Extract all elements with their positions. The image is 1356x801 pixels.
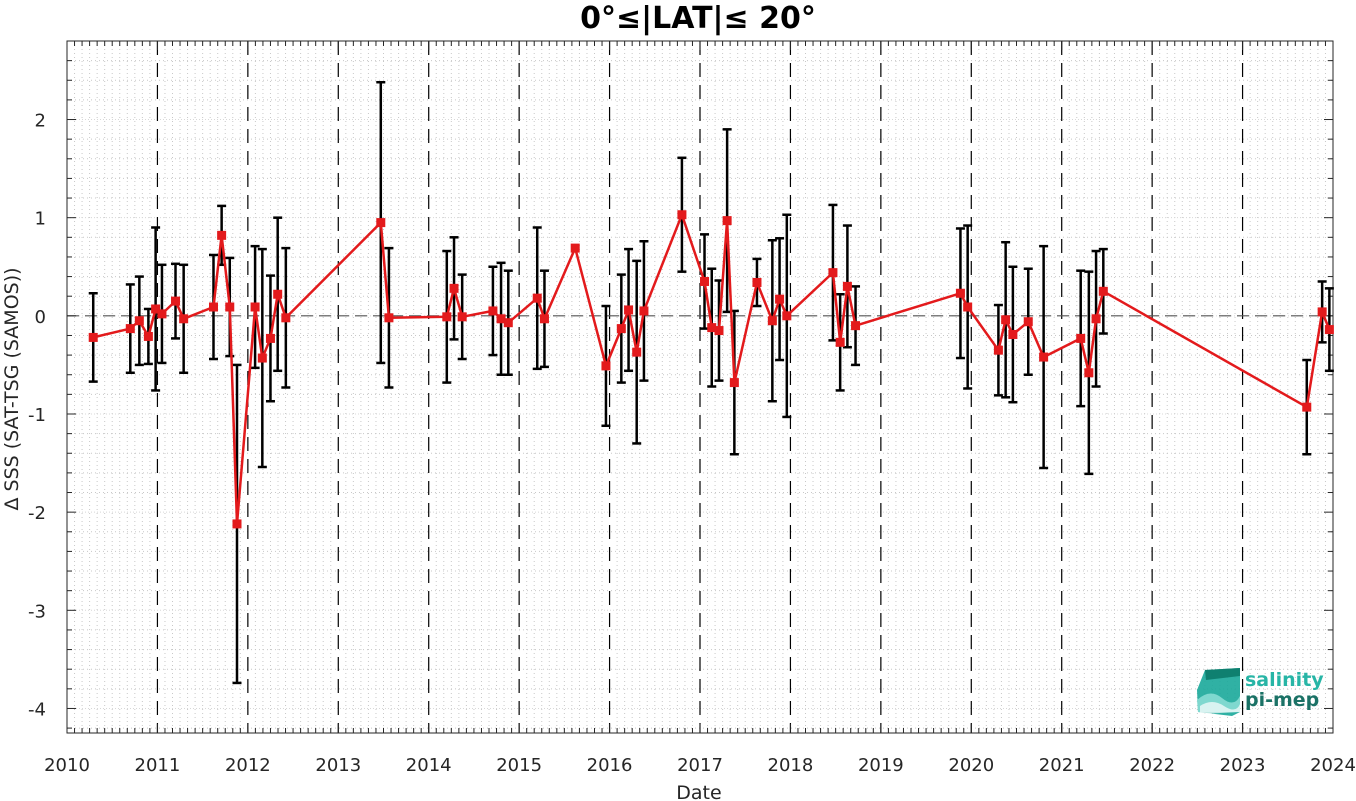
y-tick-label: 1 [35, 209, 46, 230]
data-point [1302, 402, 1312, 412]
data-point [503, 318, 513, 328]
data-point [265, 333, 275, 343]
data-point [993, 345, 1003, 355]
data-point [782, 311, 792, 321]
logo-line-2: pi-mep [1245, 689, 1319, 711]
data-point [767, 316, 777, 326]
x-tick-label: 2018 [768, 755, 814, 776]
x-tick-label: 2016 [587, 755, 633, 776]
y-tick-labels: 2 1 0 -1 -2 -3 -4 [28, 111, 46, 721]
y-tick-label: 2 [35, 111, 46, 132]
x-tick-label: 2010 [44, 755, 90, 776]
data-point [955, 288, 965, 298]
x-axis-label: Date [676, 782, 721, 801]
data-point [449, 283, 459, 293]
y-axis-label: Δ SSS (SAT-TSG (SAMOS)) [1, 267, 23, 510]
salinity-pi-mep-logo: salinity pi-mep [1197, 668, 1324, 716]
data-point [273, 289, 283, 299]
x-tick-label: 2012 [225, 755, 271, 776]
x-tick-label: 2011 [135, 755, 181, 776]
data-point [488, 306, 498, 316]
data-point [1001, 315, 1011, 325]
data-point [1098, 286, 1108, 296]
data-point [1039, 352, 1049, 362]
data-point [639, 306, 649, 316]
x-tick-labels: 2010 2011 2012 2013 2014 2015 2016 2017 2018 2019… [44, 755, 1356, 776]
data-point [700, 276, 710, 286]
x-tick-label: 2017 [677, 755, 723, 776]
data-point [963, 302, 973, 312]
x-tick-label: 2013 [315, 755, 361, 776]
data-point [539, 314, 549, 324]
data-point [1324, 325, 1334, 335]
data-point [729, 378, 739, 388]
logo-wave-icon [1197, 668, 1240, 716]
year-boundary-lines [156, 41, 1244, 733]
x-tick-label: 2023 [1220, 755, 1266, 776]
x-tick-label: 2019 [858, 755, 904, 776]
data-point [208, 302, 218, 312]
data-point [281, 313, 291, 323]
data-point [1076, 333, 1086, 343]
data-point [232, 519, 242, 529]
x-tick-label: 2024 [1310, 755, 1356, 776]
data-point [1008, 329, 1018, 339]
data-point [457, 312, 467, 322]
data-point [88, 332, 98, 342]
data-point [624, 305, 634, 315]
data-point [376, 218, 386, 228]
data-point [257, 353, 267, 363]
data-point [632, 347, 642, 357]
x-tick-label: 2022 [1129, 755, 1175, 776]
data-point [217, 230, 227, 240]
data-point [171, 296, 181, 306]
data-point [134, 316, 144, 326]
data-point [1091, 314, 1101, 324]
data-point [179, 314, 189, 324]
y-tick-label: -3 [28, 601, 46, 622]
data-point [714, 326, 724, 336]
data-point [157, 309, 167, 319]
data-point [1317, 307, 1327, 317]
chart-title: 0°≤|LAT|≤ 20° [580, 1, 816, 36]
data-point [851, 321, 861, 331]
data-point [616, 324, 626, 334]
logo-line-1: salinity [1245, 669, 1324, 691]
data-point [842, 281, 852, 291]
y-tick-label: 0 [35, 307, 46, 328]
y-tick-label: -4 [28, 699, 46, 720]
data-point [250, 302, 260, 312]
data-point [722, 216, 732, 226]
data-point [384, 313, 394, 323]
data-point [775, 294, 785, 304]
data-point [151, 304, 161, 314]
data-point [828, 268, 838, 278]
data-point [125, 324, 135, 334]
data-point [532, 293, 542, 303]
data-point [752, 277, 762, 287]
data-point [677, 210, 687, 220]
data-point [225, 302, 235, 312]
axis-ticks [66, 41, 1334, 733]
data-point [143, 331, 153, 341]
data-point [835, 337, 845, 347]
x-tick-label: 2021 [1039, 755, 1085, 776]
x-tick-label: 2014 [406, 755, 452, 776]
data-point [601, 361, 611, 371]
data-point [570, 243, 580, 253]
series-markers [88, 210, 1334, 529]
y-tick-label: -2 [28, 503, 46, 524]
data-point [1084, 368, 1094, 378]
data-point [442, 312, 452, 322]
y-tick-label: -1 [28, 405, 46, 426]
x-tick-label: 2015 [496, 755, 542, 776]
x-tick-label: 2020 [948, 755, 994, 776]
data-point [1023, 317, 1033, 327]
